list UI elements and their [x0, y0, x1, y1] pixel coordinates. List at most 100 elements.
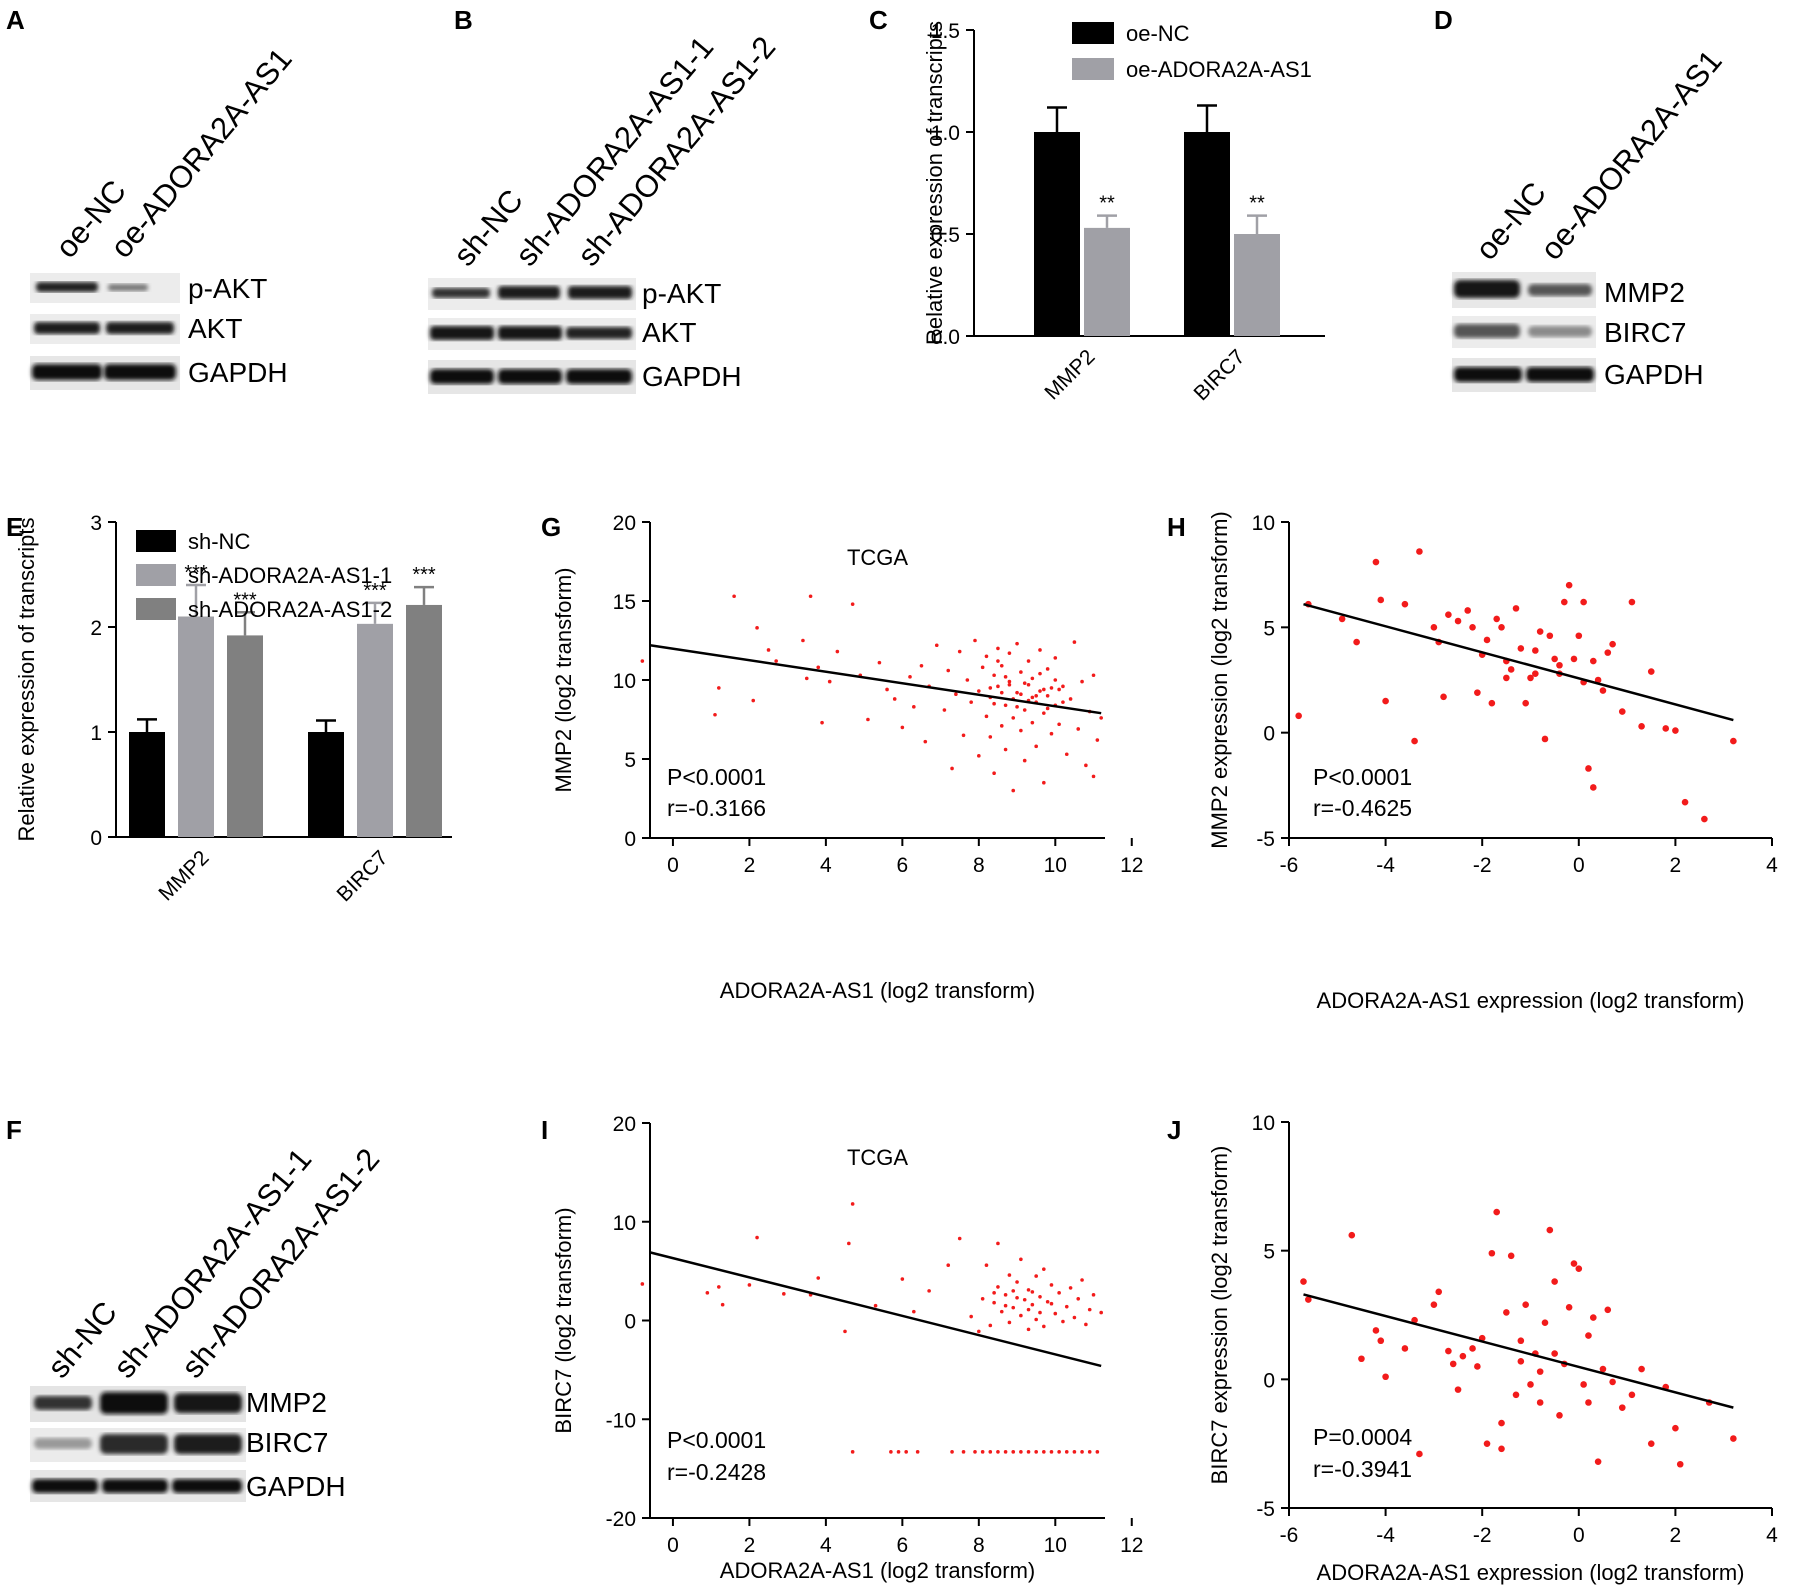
x-tick-label: -6: [1280, 1524, 1299, 1547]
data-point: [957, 1236, 962, 1241]
data-point: [1662, 725, 1670, 732]
data-point: [1609, 1378, 1616, 1386]
data-point: [923, 739, 928, 744]
bar-mmp2-1: [1034, 132, 1080, 336]
data-point: [1026, 1288, 1031, 1292]
y-tick-label: 0: [624, 1311, 636, 1334]
data-point: [1015, 1295, 1019, 1300]
data-point: [992, 673, 996, 678]
data-point: [1730, 737, 1737, 745]
data-point: [992, 771, 996, 776]
y-axis-label: BIRC7 expression (log2 transform): [1207, 1146, 1232, 1485]
data-point: [1512, 605, 1520, 612]
y-tick-label: -10: [606, 1409, 636, 1432]
data-point: [1372, 1327, 1380, 1334]
data-point: [751, 698, 756, 703]
x-tick-label: 4: [820, 854, 832, 877]
data-point: [1019, 692, 1023, 697]
data-point: [988, 1450, 993, 1454]
data-point: [1628, 1391, 1636, 1399]
data-point: [1015, 705, 1019, 709]
data-point: [1503, 1309, 1510, 1316]
regression-line: [649, 1251, 1102, 1368]
data-point: [1057, 722, 1061, 727]
data-point: [1604, 649, 1612, 656]
data-point: [720, 1302, 725, 1307]
blot-a: oe-NC oe-ADORA2A-AS1 p-AKT AKT GAPDH: [30, 41, 299, 390]
x-tick-label: 0: [1573, 1524, 1585, 1547]
data-point: [1022, 758, 1027, 763]
y-tick-label: 0: [624, 828, 636, 851]
blot-a-lane-2: oe-ADORA2A-AS1: [104, 41, 299, 264]
data-point: [1007, 682, 1012, 687]
data-point: [1551, 1278, 1558, 1285]
y-axis-label: BIRC7 (log2 transform): [551, 1207, 576, 1433]
data-point: [847, 1241, 851, 1246]
bar-mmp2-3: [227, 635, 263, 837]
data-point: [1019, 1450, 1023, 1454]
data-point: [816, 665, 821, 670]
data-point: [1382, 697, 1389, 705]
bar-birc7-2: [1234, 234, 1280, 336]
data-point: [1095, 1450, 1100, 1454]
data-point: [1575, 632, 1583, 640]
data-point: [1080, 1278, 1084, 1282]
data-point: [1087, 1307, 1092, 1312]
data-point: [1575, 1265, 1583, 1272]
data-point: [1483, 1440, 1491, 1447]
legend-swatch-1: [136, 530, 176, 552]
significance-label: ***: [412, 564, 436, 586]
y-tick-label: 2: [90, 617, 102, 640]
data-point: [950, 1450, 954, 1454]
data-point: [950, 766, 954, 771]
data-point: [1594, 676, 1602, 684]
data-point: [1522, 699, 1529, 707]
bar-birc7-1: [308, 732, 344, 837]
r-value-label: r=-0.4625: [1313, 795, 1412, 821]
p-value-label: P<0.0001: [667, 764, 766, 790]
data-point: [1498, 624, 1505, 631]
data-point: [782, 1292, 786, 1296]
data-point: [1638, 1365, 1645, 1373]
data-point: [900, 725, 905, 730]
data-point: [1503, 674, 1510, 682]
blot-b-band-3b: [498, 369, 562, 384]
blot-a-band-label-3: GAPDH: [188, 357, 288, 388]
data-point: [977, 689, 981, 693]
data-point: [1430, 624, 1438, 631]
blot-d-band-3a: [1454, 367, 1522, 382]
data-point: [1411, 737, 1418, 745]
data-point: [1730, 1435, 1737, 1442]
blot-b-band-label-1: p-AKT: [642, 278, 721, 309]
data-point: [1585, 765, 1592, 772]
data-point: [1570, 655, 1578, 663]
data-point: [1084, 763, 1088, 768]
data-point: [1483, 636, 1491, 644]
data-point: [1026, 1450, 1031, 1454]
data-point: [892, 697, 897, 701]
blot-b-band-1c: [568, 286, 632, 299]
x-tick-label: 10: [1044, 1534, 1067, 1557]
bar-birc7-3: [406, 604, 442, 837]
data-point: [1377, 1337, 1385, 1345]
data-point: [1681, 798, 1689, 806]
data-point: [992, 701, 996, 706]
r-value-label: r=-0.2428: [667, 1459, 766, 1485]
data-point: [999, 663, 1004, 668]
data-point: [1565, 1303, 1573, 1311]
y-tick-label: 10: [613, 670, 636, 693]
data-point: [942, 708, 947, 712]
data-point: [1672, 1424, 1679, 1432]
blot-f-lane-1: sh-NC: [41, 1295, 124, 1385]
data-point: [1068, 1286, 1073, 1290]
data-point: [1305, 1296, 1312, 1303]
data-point: [1084, 1322, 1088, 1327]
data-point: [1034, 744, 1038, 749]
data-point: [1474, 689, 1481, 696]
data-point: [1061, 1319, 1065, 1324]
data-point: [1372, 558, 1380, 566]
data-point: [992, 1300, 996, 1305]
data-point: [1038, 689, 1042, 693]
data-point: [1377, 596, 1385, 604]
